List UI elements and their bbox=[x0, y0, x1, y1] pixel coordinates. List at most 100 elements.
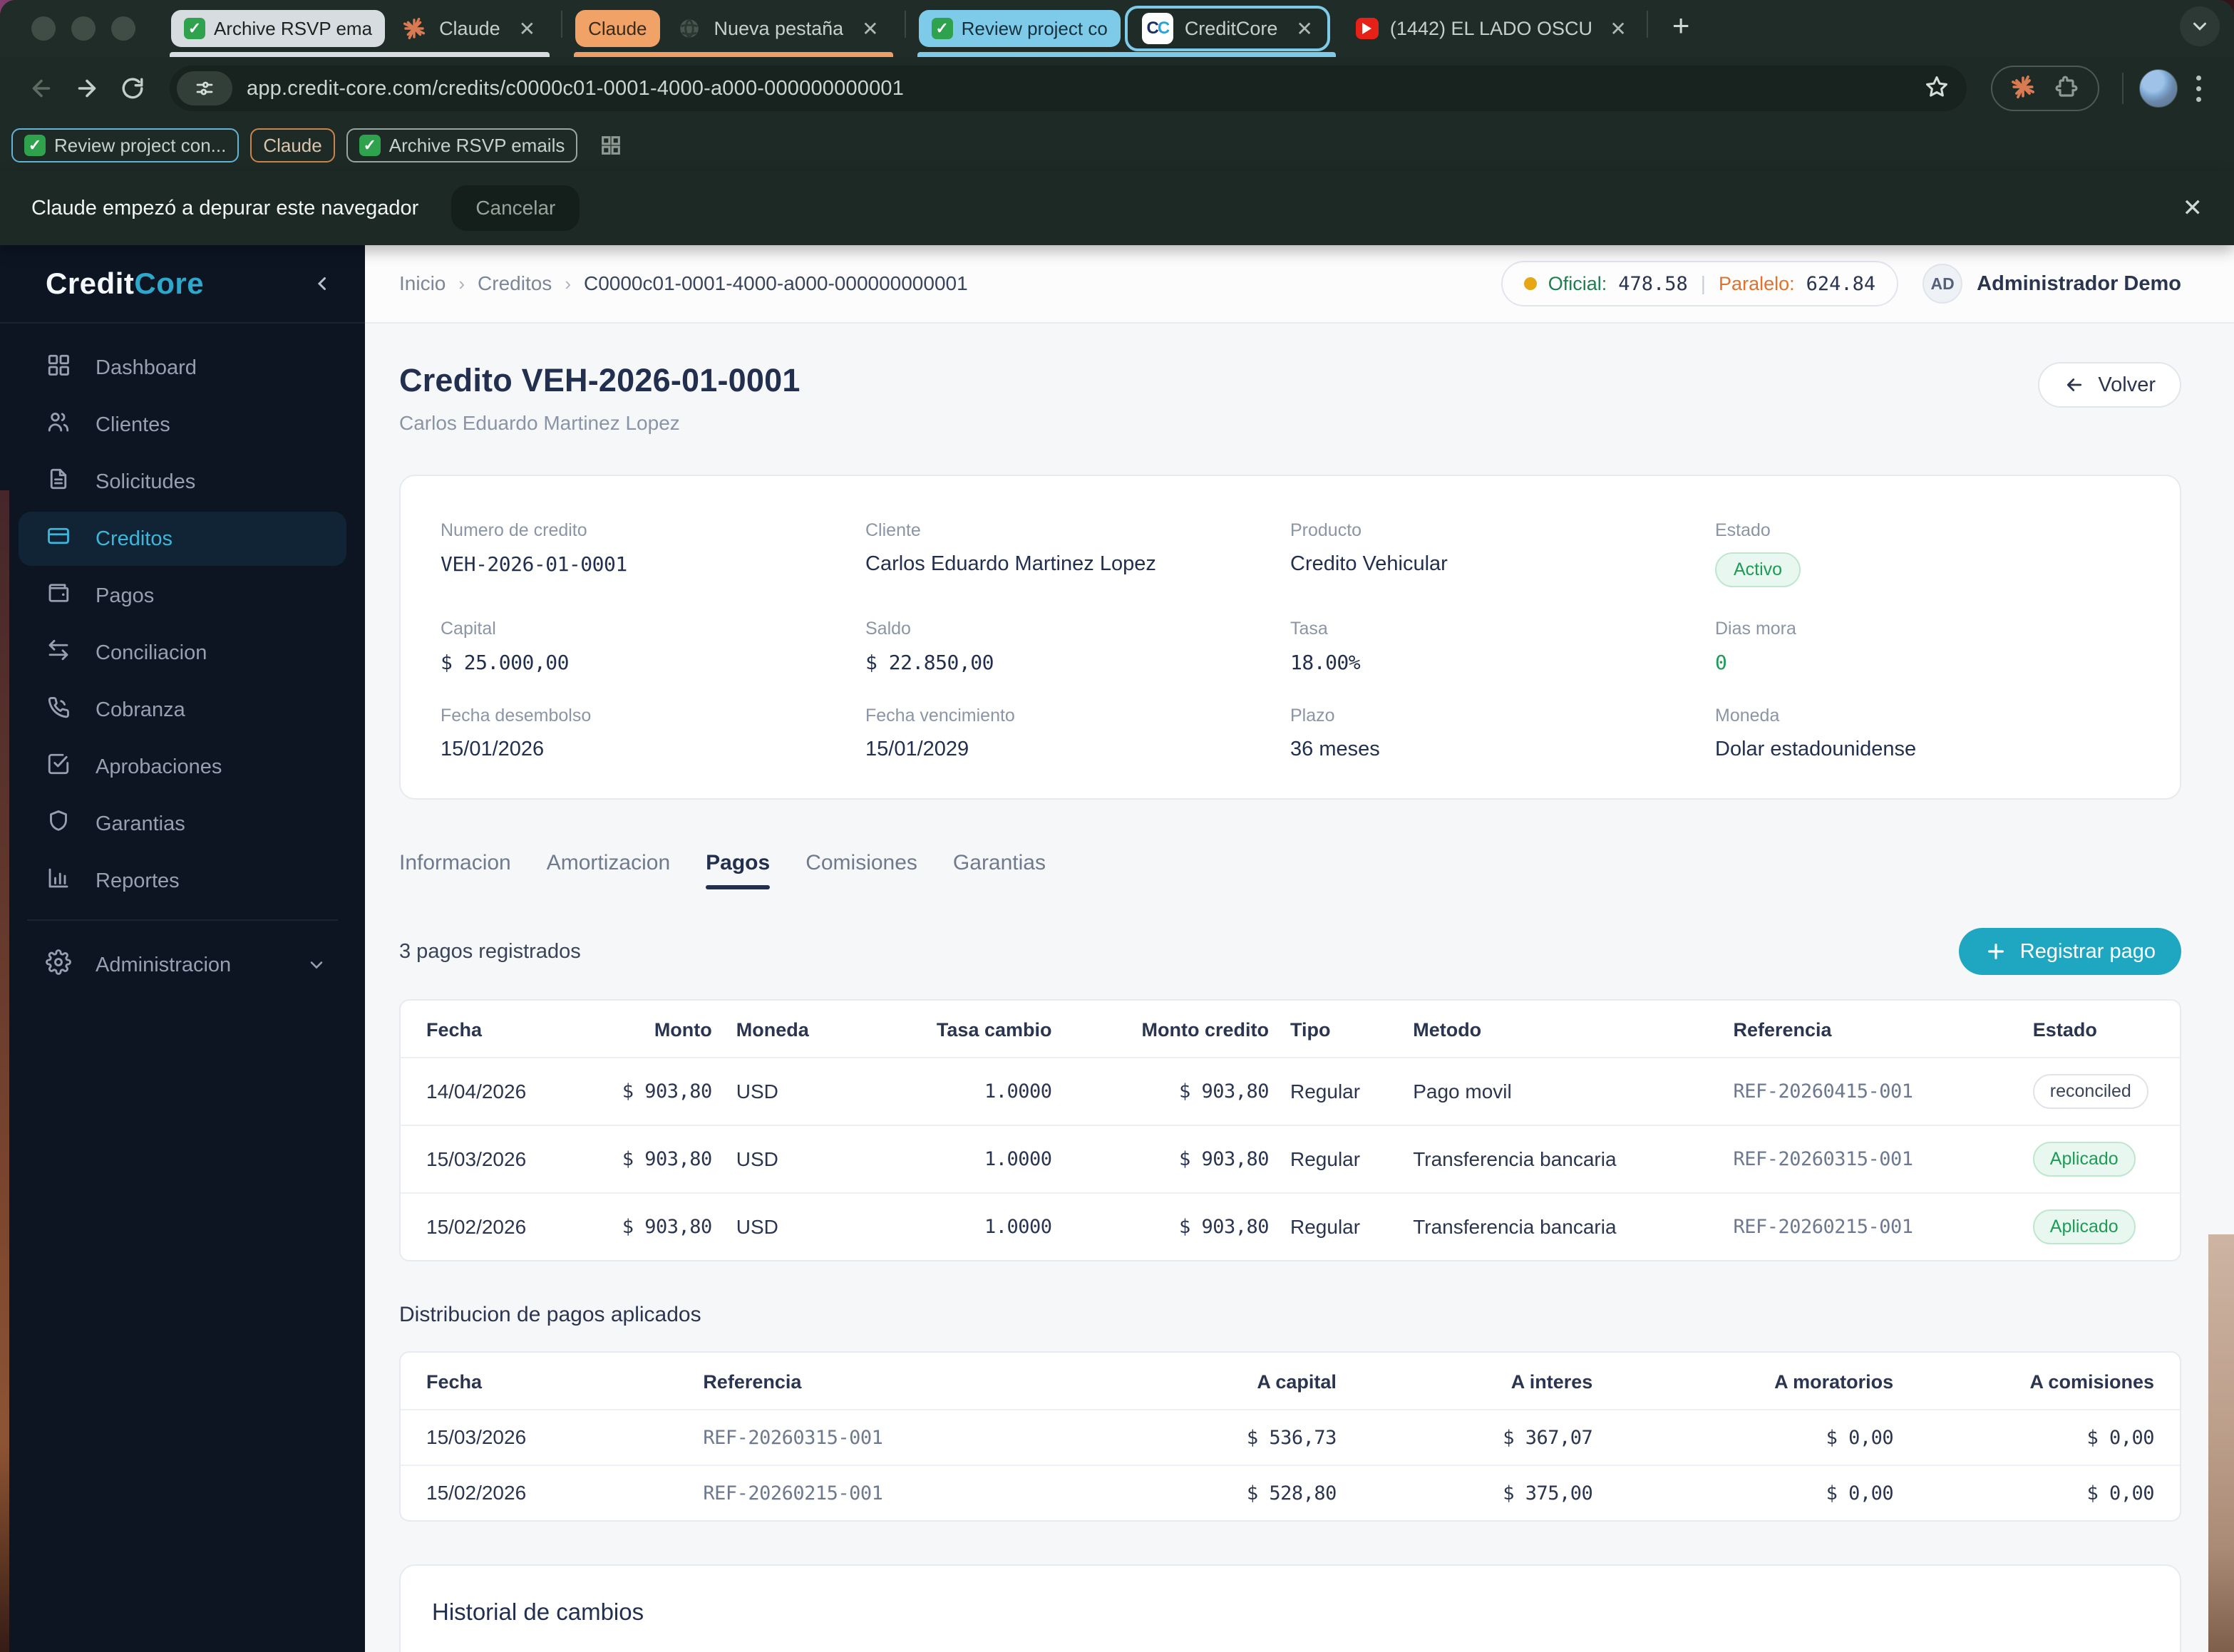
tab-group-chip-archive[interactable]: ✓ Archive RSVP ema bbox=[171, 10, 386, 47]
extensions-area bbox=[1991, 66, 2099, 111]
sidebar-item-label: Conciliacion bbox=[96, 641, 207, 664]
payment-status-cell: Aplicado bbox=[2014, 1125, 2180, 1193]
payment-type: Regular bbox=[1269, 1057, 1399, 1125]
new-tab-button[interactable]: + bbox=[1672, 9, 1690, 42]
tab-group-chip-claude[interactable]: Claude bbox=[575, 10, 660, 47]
sidebar-item-creditos[interactable]: Creditos bbox=[19, 512, 346, 566]
close-tab-icon[interactable]: ✕ bbox=[1610, 17, 1627, 40]
main-area: Inicio › Creditos › C0000c01-0001-4000-a… bbox=[365, 245, 2234, 1652]
sidebar-item-conciliacion[interactable]: Conciliacion bbox=[19, 626, 346, 680]
minimize-window-button[interactable] bbox=[71, 16, 96, 41]
bookmark-group-claude[interactable]: Claude bbox=[250, 128, 335, 162]
distribution-table: Fecha Referencia A capital A interes A m… bbox=[399, 1351, 2181, 1522]
field-value: 15/01/2026 bbox=[441, 738, 545, 760]
detail-tab[interactable]: Pagos bbox=[706, 851, 771, 889]
traffic-lights[interactable] bbox=[0, 0, 165, 57]
bookmark-group-archive[interactable]: ✓ Archive RSVP emails bbox=[346, 128, 578, 162]
column-header: Fecha bbox=[426, 1371, 483, 1393]
payment-date: 15/02/2026 bbox=[401, 1192, 561, 1260]
user-menu[interactable]: AD Administrador Demo bbox=[1922, 264, 2181, 304]
column-header: Moneda bbox=[736, 1019, 809, 1041]
distribution-title: Distribucion de pagos aplicados bbox=[399, 1303, 701, 1326]
plus-icon bbox=[1985, 940, 2007, 963]
field-value: Carlos Eduardo Martinez Lopez bbox=[865, 552, 1156, 575]
claude-asterisk-icon bbox=[401, 15, 428, 42]
site-settings-icon[interactable] bbox=[177, 71, 232, 105]
claude-extension-icon[interactable] bbox=[2011, 75, 2035, 103]
bookmark-star-icon[interactable] bbox=[1924, 74, 1950, 103]
close-tab-icon[interactable]: ✕ bbox=[1296, 17, 1313, 40]
toolbar: app.credit-core.com/credits/c0000c01-000… bbox=[0, 57, 2234, 120]
tab-claude[interactable]: Claude ✕ bbox=[385, 0, 548, 57]
tab-new-tab[interactable]: Nueva pestaña ✕ bbox=[660, 0, 892, 57]
sidebar-item-reportes[interactable]: Reportes bbox=[19, 854, 346, 908]
tab-strip: ✓ Archive RSVP ema Claude ✕ Claude bbox=[0, 0, 2234, 57]
detail-tabs: Informacion Amortizacion Pagos Comisione… bbox=[399, 851, 2181, 889]
tab-youtube[interactable]: (1442) EL LADO OSCURO DE ✕ bbox=[1340, 0, 1640, 57]
payment-currency: USD bbox=[711, 1057, 899, 1125]
sidebar-item-cobranza[interactable]: Cobranza bbox=[19, 683, 346, 737]
debug-notification-bar: Claude empezó a depurar este navegador C… bbox=[0, 171, 2234, 245]
close-tab-icon[interactable]: ✕ bbox=[518, 17, 536, 40]
tab-label: Claude bbox=[439, 17, 500, 39]
tab-group-chip-review[interactable]: ✓ Review project co bbox=[918, 10, 1121, 47]
shield-icon bbox=[46, 808, 71, 840]
field-value: Credito Vehicular bbox=[1290, 552, 1448, 575]
history-card: Historial de cambios bbox=[399, 1564, 2181, 1652]
user-name: Administrador Demo bbox=[1977, 272, 2181, 295]
field-value: 15/01/2029 bbox=[865, 738, 969, 760]
field-label: Producto bbox=[1290, 520, 1362, 540]
tab-search-button[interactable] bbox=[2180, 6, 2220, 46]
breadcrumb-separator: › bbox=[458, 272, 465, 294]
bookmark-label: Review project con... bbox=[54, 134, 227, 156]
sidebar-item-clientes[interactable]: Clientes bbox=[19, 398, 346, 452]
close-window-button[interactable] bbox=[31, 16, 56, 41]
sidebar-collapse-icon[interactable] bbox=[312, 273, 334, 294]
browser-profile-avatar[interactable] bbox=[2139, 69, 2178, 108]
register-payment-button[interactable]: Registrar pago bbox=[1958, 928, 2181, 975]
brand: CreditCore bbox=[0, 245, 365, 322]
to-late-fees: $ 0,00 bbox=[1592, 1409, 1894, 1465]
column-header: Fecha bbox=[426, 1019, 483, 1041]
sidebar-item-administracion[interactable]: Administracion bbox=[19, 938, 346, 992]
tab-group-archive: ✓ Archive RSVP ema Claude ✕ bbox=[165, 0, 554, 57]
sidebar-item-dashboard[interactable]: Dashboard bbox=[19, 341, 346, 395]
extensions-puzzle-icon[interactable] bbox=[2054, 74, 2079, 103]
back-button[interactable]: Volver bbox=[2038, 362, 2181, 408]
bookmark-group-review[interactable]: ✓ Review project con... bbox=[11, 128, 240, 162]
payment-date: 14/04/2026 bbox=[401, 1057, 561, 1125]
breadcrumb-section[interactable]: Creditos bbox=[478, 272, 552, 294]
check-icon: ✓ bbox=[359, 135, 381, 156]
close-notification-icon[interactable]: ✕ bbox=[2182, 195, 2203, 222]
back-button[interactable] bbox=[21, 68, 61, 108]
sidebar-item-garantias[interactable]: Garantias bbox=[19, 797, 346, 851]
payment-currency: USD bbox=[711, 1125, 899, 1193]
sidebar-item-aprobaciones[interactable]: Aprobaciones bbox=[19, 740, 346, 794]
to-interest: $ 367,07 bbox=[1336, 1409, 1593, 1465]
browser-menu-icon[interactable] bbox=[2183, 75, 2214, 102]
cancel-debug-button[interactable]: Cancelar bbox=[451, 185, 580, 231]
breadcrumb-home[interactable]: Inicio bbox=[399, 272, 446, 294]
file-text-icon bbox=[46, 466, 71, 497]
page-content: Credito VEH-2026-01-0001 Carlos Eduardo … bbox=[365, 324, 2234, 1652]
tab-group-chip-label: Archive RSVP ema bbox=[214, 17, 373, 39]
sidebar-nav: Dashboard Clientes bbox=[0, 324, 365, 995]
close-tab-icon[interactable]: ✕ bbox=[862, 17, 879, 40]
field-value: $ 25.000,00 bbox=[441, 651, 569, 674]
payment-exchange-rate: 1.0000 bbox=[898, 1057, 1052, 1125]
forward-button[interactable] bbox=[67, 68, 107, 108]
detail-tab[interactable]: Garantias bbox=[952, 851, 1046, 874]
sidebar-item-pagos[interactable]: Pagos bbox=[19, 569, 346, 623]
reload-button[interactable] bbox=[113, 68, 153, 108]
sidebar-item-solicitudes[interactable]: Solicitudes bbox=[19, 455, 346, 509]
tab-groups-grid-icon[interactable] bbox=[599, 133, 623, 158]
detail-tab[interactable]: Informacion bbox=[399, 851, 511, 874]
url-bar[interactable]: app.credit-core.com/credits/c0000c01-000… bbox=[170, 66, 1967, 111]
detail-tab[interactable]: Comisiones bbox=[805, 851, 917, 874]
zoom-window-button[interactable] bbox=[111, 16, 135, 41]
detail-tab[interactable]: Amortizacion bbox=[546, 851, 671, 874]
payment-method: Transferencia bancaria bbox=[1399, 1192, 1719, 1260]
